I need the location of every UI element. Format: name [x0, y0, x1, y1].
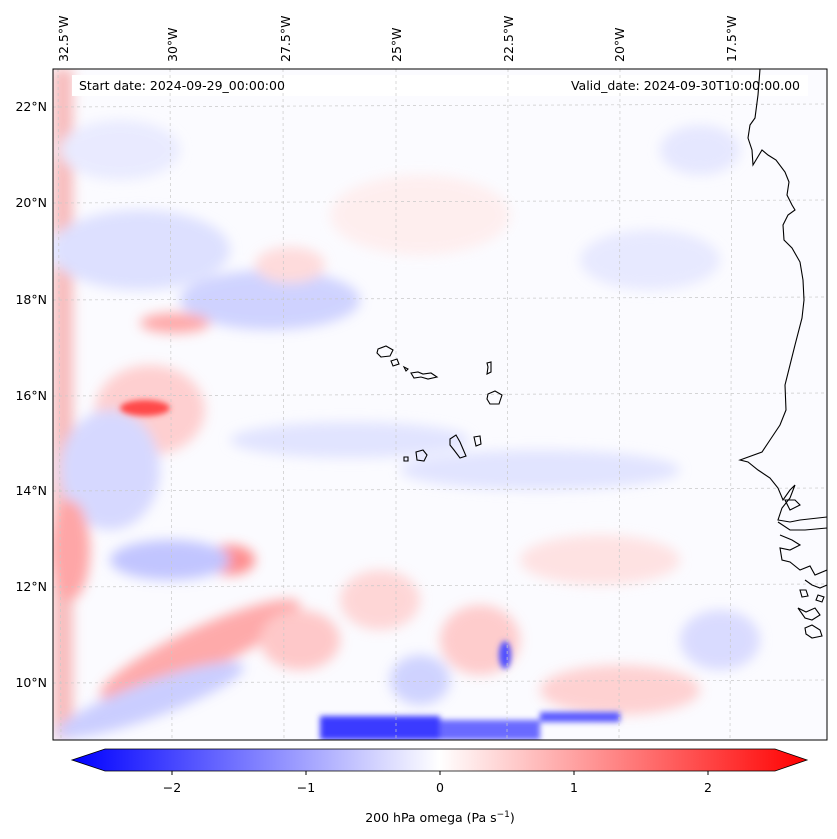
omega-field-patch: [320, 716, 440, 740]
island-santo-antao: [376, 345, 394, 358]
gridline-lon: [282, 69, 285, 740]
omega-field-patch: [499, 641, 511, 669]
omega-field-patch: [60, 120, 180, 180]
lat-tick-labels: 22°N 20°N 18°N 16°N 14°N 12°N 10°N: [15, 99, 47, 690]
colorbar-ticks: [171, 771, 709, 775]
colorbar: −2 −1 0 1 2 200 hPa omega (Pa s−1): [70, 748, 809, 825]
coastlines: [376, 69, 827, 639]
lat-tick-label: 14°N: [15, 483, 47, 498]
omega-field-patch: [330, 175, 510, 255]
map-frame: [52, 68, 828, 741]
omega-field-patch: [520, 535, 680, 585]
lon-tick-label: 30°W: [165, 27, 180, 62]
omega-field-patch: [260, 610, 340, 670]
header-band: [72, 75, 808, 96]
omega-field-patch: [580, 230, 720, 290]
lon-tick-labels: 32.5°W 30°W 27.5°W 25°W 22.5°W 20°W 17.5…: [56, 16, 739, 62]
omega-field: [53, 69, 808, 740]
omega-field-patch: [400, 450, 680, 490]
lat-tick-label: 10°N: [15, 675, 47, 690]
omega-field-patch: [230, 422, 470, 458]
island-sao-vicente: [390, 358, 400, 367]
omega-field-patch: [53, 500, 90, 600]
lat-tick-label: 16°N: [15, 388, 47, 403]
omega-field-patch: [180, 270, 360, 330]
coastline-islets: [799, 589, 825, 603]
omega-field-patch: [60, 410, 160, 530]
island-santa-luzia: [402, 365, 409, 372]
valid-date-label: Valid_date: 2024-09-30T10:00:00.00: [571, 78, 800, 93]
omega-field-patch: [53, 69, 73, 740]
island-sao-nicolau: [410, 371, 439, 380]
colorbar-tick-label: 0: [436, 780, 444, 795]
lat-tick-label: 12°N: [15, 579, 47, 594]
lon-tick-label: 17.5°W: [724, 16, 739, 62]
colorbar-tick-label: 1: [570, 780, 578, 795]
lon-tick-label: 25°W: [389, 27, 404, 62]
colorbar-body: [70, 748, 809, 772]
coastline-west-africa: [738, 69, 827, 523]
island-santiago: [449, 434, 467, 459]
omega-field-patch: [680, 610, 760, 670]
omega-field-patch: [53, 210, 230, 290]
omega-field-patch: [440, 720, 540, 740]
island-fogo: [415, 449, 428, 462]
island-boa-vista: [486, 390, 503, 405]
colorbar-tick-label: −1: [297, 780, 315, 795]
omega-field-patch: [120, 400, 170, 416]
omega-field-patch: [540, 665, 700, 715]
lat-tick-label: 18°N: [15, 292, 47, 307]
colorbar-tick-label: −2: [163, 780, 181, 795]
colorbar-tick-label: 2: [704, 780, 712, 795]
omega-field-patch: [255, 247, 325, 283]
omega-field-patch: [99, 599, 301, 701]
map-panel: Start date: 2024-09-29_00:00:00 Valid_da…: [53, 69, 827, 740]
lon-tick-label: 20°W: [612, 27, 627, 62]
lon-tick-label: 32.5°W: [56, 16, 71, 62]
island-maio: [473, 435, 482, 447]
omega-field-patch: [55, 661, 245, 739]
gridlines: [53, 69, 827, 740]
lat-tick-label: 22°N: [15, 99, 47, 114]
gridline-lon: [618, 69, 621, 740]
lon-tick-label: 22.5°W: [501, 16, 516, 62]
colorbar-title: 200 hPa omega (Pa s−1): [365, 810, 515, 825]
lat-tick-label: 20°N: [15, 195, 47, 210]
omega-field-patch: [340, 570, 420, 630]
gridline-lon: [729, 69, 733, 740]
coastline-gambia: [784, 499, 801, 511]
island-brava: [403, 456, 409, 462]
omega-field-patch: [660, 125, 740, 175]
gridline-lon: [57, 69, 62, 740]
omega-field-patch: [110, 540, 230, 580]
omega-field-patch: [390, 655, 450, 705]
omega-field-patch: [540, 712, 620, 722]
start-date-label: Start date: 2024-09-29_00:00:00: [79, 78, 285, 93]
omega-field-patch: [140, 313, 210, 333]
coastline-guinea-bissau: [777, 521, 827, 639]
island-sal: [486, 361, 492, 375]
gridline-lon: [169, 69, 173, 740]
gridline-lon: [506, 69, 509, 740]
lon-tick-label: 27.5°W: [278, 16, 293, 62]
